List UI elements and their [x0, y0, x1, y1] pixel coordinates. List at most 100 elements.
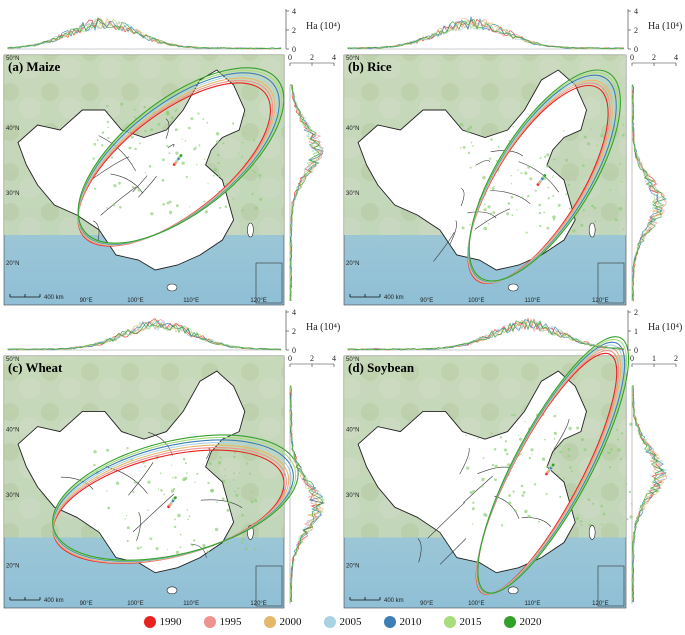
crop-pixel [219, 206, 222, 209]
crop-pixel [511, 414, 513, 416]
scale-label: 400 km [44, 295, 64, 301]
crop-pixel [620, 458, 622, 461]
crop-pixel [621, 181, 624, 183]
crop-pixel [170, 116, 174, 120]
crop-pixel [520, 172, 523, 175]
crop-pixel [459, 122, 463, 127]
crop-pixel [174, 128, 178, 132]
south-sea-inset [597, 262, 625, 304]
scale-label: 400 km [44, 598, 64, 604]
crop-pixel [93, 450, 97, 454]
right-axis-tick-label: 0 [288, 354, 292, 363]
south-sea-inset [597, 565, 625, 607]
legend-swatch-1995 [203, 616, 216, 628]
crop-pixel [622, 228, 625, 231]
crop-pixel [567, 454, 570, 458]
crop-pixel [250, 490, 253, 493]
crop-pixel [468, 457, 470, 459]
crop-pixel [477, 437, 479, 440]
crop-pixel [254, 171, 257, 174]
top-histogram-line-2005 [7, 17, 282, 50]
crop-pixel [162, 158, 165, 162]
crop-pixel [546, 226, 550, 230]
crop-pixel [580, 524, 583, 526]
crop-pixel [470, 141, 473, 144]
crop-pixel [144, 129, 147, 133]
crop-pixel [493, 185, 495, 188]
crop-pixel [518, 434, 520, 436]
crop-pixel [113, 184, 117, 188]
crop-pixel [469, 166, 472, 169]
crop-pixel [472, 489, 476, 493]
hainan-island [166, 283, 178, 292]
crop-pixel [126, 447, 129, 450]
province-boundary [128, 462, 154, 496]
crop-pixel [477, 210, 480, 213]
crop-pixel [546, 153, 550, 157]
gravity-center-2020 [179, 154, 183, 157]
crop-pixel [506, 212, 510, 216]
crop-pixel [166, 201, 170, 205]
latitude-label: 30°N [6, 493, 19, 499]
latitude-label: 30°N [6, 191, 19, 197]
crop-pixel [521, 494, 525, 497]
crop-pixel [134, 147, 137, 151]
crop-pixel [580, 438, 584, 442]
top-axis-tick-label: 4 [634, 7, 638, 16]
crop-pixel [524, 171, 528, 175]
province-boundary [449, 220, 457, 245]
crop-pixel [106, 490, 108, 492]
crop-pixel [217, 174, 221, 178]
crop-pixel [553, 158, 556, 161]
crop-pixel [157, 488, 160, 490]
legend-item-2005: 2005 [323, 616, 362, 628]
crop-pixel [188, 515, 191, 518]
crop-pixel [237, 487, 240, 490]
top-histogram-line-1995 [7, 318, 282, 351]
crop-pixel [149, 537, 152, 540]
crop-pixel [233, 472, 235, 475]
crop-pixel [510, 195, 514, 199]
crop-pixel [92, 157, 95, 160]
crop-pixel [519, 437, 522, 441]
crop-pixel [583, 448, 587, 452]
south-sea-inset [255, 262, 283, 304]
crop-pixel [481, 477, 485, 482]
crop-pixel [206, 121, 209, 124]
crop-pixel [155, 547, 159, 551]
latitude-label: 40°N [6, 126, 19, 132]
crop-pixel [126, 539, 129, 543]
crop-pixel [575, 516, 580, 521]
right-histogram-line-1990 [289, 84, 323, 302]
longitude-label: 120°E [592, 298, 608, 304]
distribution-ellipse-2010 [468, 74, 617, 283]
crop-pixel [232, 479, 235, 481]
legend-item-1995: 1995 [203, 616, 242, 628]
crop-pixel [132, 491, 135, 494]
crop-pixel [460, 147, 462, 149]
crop-pixel [586, 142, 591, 146]
crop-pixel [171, 477, 174, 479]
latitude-label: 20°N [6, 261, 19, 267]
crop-pixel [147, 480, 151, 484]
top-histogram-line-1990 [7, 318, 282, 351]
province-boundary [138, 176, 157, 198]
crop-pixel [582, 164, 585, 167]
crop-pixel [106, 207, 108, 209]
crop-pixel [101, 144, 104, 147]
crop-pixel [469, 491, 473, 495]
crop-pixel [572, 229, 576, 233]
crop-pixel [110, 156, 113, 159]
unit-label: Ha (10⁴) [648, 322, 682, 333]
crop-pixel [160, 489, 163, 492]
crop-pixel [499, 436, 503, 439]
crop-pixel [184, 462, 187, 465]
crop-pixel [474, 229, 476, 231]
latitude-label: 30°N [346, 493, 359, 499]
crop-pixel [207, 481, 210, 485]
crop-pixel [471, 507, 475, 511]
right-histogram-line-1990 [631, 84, 662, 302]
crop-pixel [553, 218, 555, 221]
province-boundary [167, 144, 175, 149]
crop-pixel [531, 453, 533, 455]
